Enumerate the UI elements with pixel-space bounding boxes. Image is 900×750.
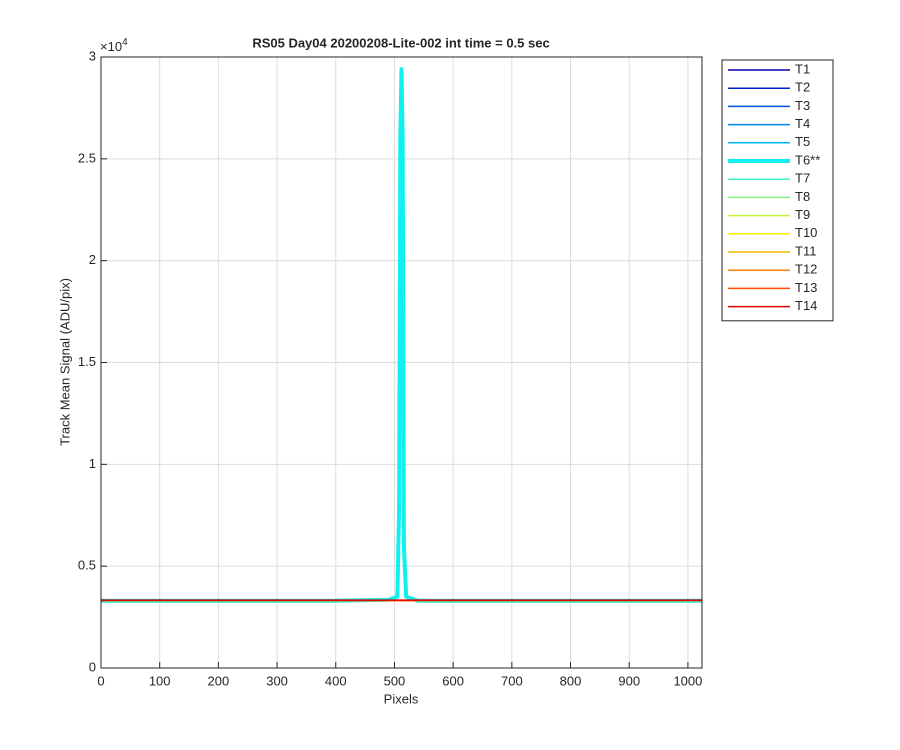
- x-tick-label: 800: [560, 673, 582, 688]
- legend-label: T5: [795, 134, 810, 149]
- x-tick-label: 1000: [673, 673, 702, 688]
- y-tick-label: 0.5: [78, 558, 96, 573]
- legend-label: T10: [795, 225, 817, 240]
- legend-label: T11: [795, 243, 816, 258]
- legend-label: T4: [795, 116, 810, 131]
- x-tick-label: 500: [384, 673, 406, 688]
- legend-label: T14: [795, 298, 817, 313]
- y-tick-label: 2: [89, 252, 96, 267]
- legend-label: T8: [795, 189, 810, 204]
- legend-label: T12: [795, 262, 817, 277]
- legend-label: T7: [795, 171, 810, 186]
- legend-label: T1: [795, 61, 810, 76]
- x-tick-label: 700: [501, 673, 523, 688]
- x-tick-label: 200: [208, 673, 230, 688]
- legend-label: T6**: [795, 152, 820, 167]
- legend-label: T9: [795, 207, 810, 222]
- y-axis-label: Track Mean Signal (ADU/pix): [57, 278, 72, 446]
- y-tick-label: 3: [89, 48, 96, 63]
- y-tick-label: 1: [89, 456, 96, 471]
- y-multiplier-base: ×10: [100, 39, 122, 54]
- x-tick-label: 100: [149, 673, 171, 688]
- legend-label: T2: [795, 80, 810, 95]
- plot-frame: [100, 56, 703, 669]
- y-tick-label: 2.5: [78, 150, 96, 165]
- y-tick-label: 0: [89, 659, 96, 674]
- x-axis-label: Pixels: [384, 691, 419, 706]
- legend-box: [721, 59, 834, 322]
- y-multiplier-exponent: 4: [122, 37, 128, 48]
- x-tick-label: 300: [266, 673, 288, 688]
- y-multiplier: ×104: [100, 37, 128, 55]
- x-tick-label: 400: [325, 673, 347, 688]
- legend-label: T3: [795, 98, 810, 113]
- legend-label: T13: [795, 280, 817, 295]
- x-tick-label: 900: [618, 673, 640, 688]
- y-tick-label: 1.5: [78, 354, 96, 369]
- x-tick-label: 0: [97, 673, 104, 688]
- x-tick-label: 600: [442, 673, 464, 688]
- chart-title: RS05 Day04 20200208-Lite-002 int time = …: [252, 35, 549, 50]
